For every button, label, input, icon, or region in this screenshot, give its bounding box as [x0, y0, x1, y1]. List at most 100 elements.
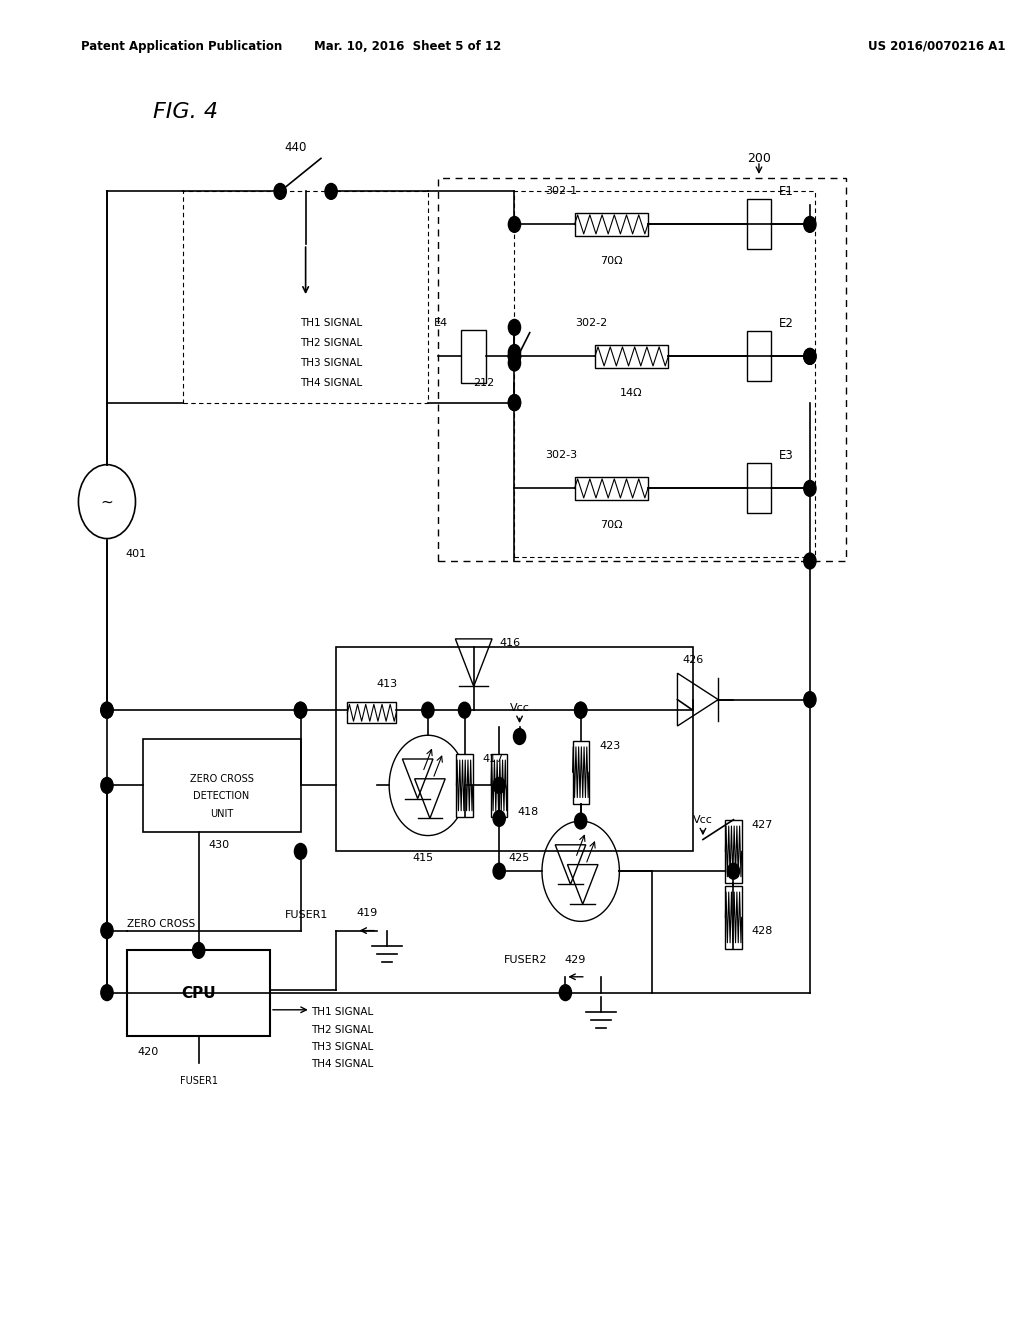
Circle shape [325, 183, 337, 199]
Circle shape [100, 777, 113, 793]
Text: UNIT: UNIT [210, 809, 233, 820]
Text: Vcc: Vcc [693, 814, 713, 825]
Circle shape [508, 395, 520, 411]
Text: ~: ~ [100, 494, 114, 510]
Circle shape [508, 395, 520, 411]
Text: TH3 SIGNAL: TH3 SIGNAL [310, 1041, 373, 1052]
Circle shape [508, 348, 520, 364]
Circle shape [508, 348, 520, 364]
Circle shape [804, 553, 816, 569]
Text: 415: 415 [413, 853, 433, 863]
Bar [746, 199, 771, 249]
Circle shape [274, 183, 287, 199]
Bar [574, 477, 648, 500]
Text: 70Ω: 70Ω [600, 520, 623, 531]
Circle shape [804, 348, 816, 364]
Circle shape [804, 480, 816, 496]
Text: 419: 419 [356, 908, 378, 919]
Text: TH1 SIGNAL: TH1 SIGNAL [310, 1007, 373, 1018]
Text: 302-3: 302-3 [545, 450, 578, 461]
Bar [572, 741, 589, 804]
Text: 420: 420 [137, 1047, 159, 1057]
Circle shape [494, 777, 505, 793]
Text: 413: 413 [377, 678, 398, 689]
Circle shape [804, 348, 816, 364]
Text: TH4 SIGNAL: TH4 SIGNAL [310, 1059, 373, 1069]
Text: 416: 416 [499, 638, 520, 648]
Circle shape [508, 345, 520, 360]
Bar [746, 463, 771, 513]
Text: TH2 SIGNAL: TH2 SIGNAL [310, 1024, 373, 1035]
Text: 14Ω: 14Ω [621, 388, 643, 399]
Text: 417: 417 [483, 754, 504, 764]
Text: E3: E3 [779, 449, 794, 462]
Circle shape [100, 702, 113, 718]
Text: 423: 423 [599, 741, 621, 751]
Text: 70Ω: 70Ω [600, 256, 623, 267]
Text: 426: 426 [682, 655, 703, 665]
Text: 302-2: 302-2 [575, 318, 608, 329]
Circle shape [494, 863, 505, 879]
Circle shape [494, 810, 505, 826]
Text: 212: 212 [473, 378, 495, 388]
Text: US 2016/0070216 A1: US 2016/0070216 A1 [868, 40, 1006, 53]
Text: FUSER1: FUSER1 [286, 909, 329, 920]
Bar [347, 702, 396, 723]
Circle shape [508, 355, 520, 371]
Text: 401: 401 [125, 549, 146, 560]
Circle shape [574, 813, 587, 829]
Text: TH3 SIGNAL: TH3 SIGNAL [300, 358, 362, 368]
Bar [462, 330, 486, 383]
Text: CPU: CPU [181, 986, 216, 1001]
Circle shape [559, 985, 571, 1001]
Bar [457, 754, 473, 817]
Circle shape [508, 216, 520, 232]
Text: 429: 429 [565, 954, 587, 965]
Text: 427: 427 [752, 820, 773, 830]
Circle shape [459, 702, 471, 718]
Circle shape [513, 729, 525, 744]
Circle shape [804, 216, 816, 232]
Circle shape [295, 702, 306, 718]
Bar [127, 950, 270, 1036]
Circle shape [508, 319, 520, 335]
Text: Mar. 10, 2016  Sheet 5 of 12: Mar. 10, 2016 Sheet 5 of 12 [314, 40, 501, 53]
Circle shape [100, 985, 113, 1001]
Text: FUSER2: FUSER2 [504, 954, 548, 965]
Bar [574, 213, 648, 236]
Text: ZERO CROSS: ZERO CROSS [127, 919, 196, 929]
Text: ZERO CROSS: ZERO CROSS [189, 774, 254, 784]
Text: TH4 SIGNAL: TH4 SIGNAL [300, 378, 362, 388]
Circle shape [193, 942, 205, 958]
Bar [746, 331, 771, 381]
Text: E4: E4 [434, 318, 449, 329]
Text: 440: 440 [285, 141, 306, 154]
Text: 302-1: 302-1 [545, 186, 578, 197]
Circle shape [804, 692, 816, 708]
Text: 200: 200 [748, 152, 771, 165]
Text: E2: E2 [779, 317, 795, 330]
Circle shape [727, 863, 739, 879]
Text: DETECTION: DETECTION [194, 791, 250, 801]
Text: TH2 SIGNAL: TH2 SIGNAL [300, 338, 362, 348]
Bar [142, 739, 300, 832]
Text: FUSER1: FUSER1 [179, 1076, 218, 1086]
Text: Patent Application Publication: Patent Application Publication [82, 40, 283, 53]
Text: FIG. 4: FIG. 4 [153, 102, 218, 123]
Bar [725, 886, 741, 949]
Text: 418: 418 [517, 807, 539, 817]
Text: 425: 425 [509, 853, 529, 863]
Circle shape [100, 923, 113, 939]
Bar [492, 754, 507, 817]
Bar [725, 820, 741, 883]
Circle shape [574, 702, 587, 718]
Circle shape [574, 702, 587, 718]
Circle shape [295, 702, 306, 718]
Text: TH1 SIGNAL: TH1 SIGNAL [300, 318, 362, 329]
Text: 428: 428 [752, 925, 773, 936]
Circle shape [295, 843, 306, 859]
Text: Vcc: Vcc [510, 702, 529, 713]
Circle shape [100, 702, 113, 718]
Bar [595, 345, 669, 368]
Text: 430: 430 [209, 840, 229, 850]
